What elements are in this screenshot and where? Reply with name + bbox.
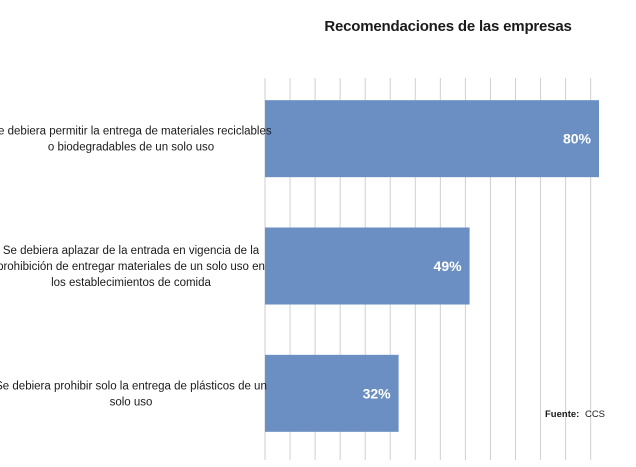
category-label: Se debiera aplazar de la entrada en vige… [0,245,265,289]
source-label: Fuente: [545,409,579,420]
bar-value-label: 32% [363,385,392,401]
category-label-line: Se debiera aplazar de la entrada en vige… [3,245,260,257]
source-value: CCS [585,409,605,420]
category-label: Se debiera permitir la entrega de materi… [0,126,272,154]
bar-value-label: 49% [434,258,463,274]
category-label-line: los establecimientos de comida [51,277,211,289]
category-label-line: prohibición de entregar materiales de un… [0,261,265,273]
source-note: Fuente: CCS [545,409,605,420]
chart-title: Recomendaciones de las empresas [324,18,572,35]
category-label-line: o biodegradables de un solo uso [48,142,214,154]
category-labels: Se debiera permitir la entrega de materi… [0,126,272,409]
category-label-line: solo uso [110,396,153,408]
bar [265,354,399,432]
bar [265,100,599,178]
category-label: Se debiera prohibir solo la entrega de p… [0,380,267,408]
category-label-line: Se debiera permitir la entrega de materi… [0,126,272,138]
bar-value-label: 80% [563,131,592,147]
bar [265,227,470,305]
category-label-line: Se debiera prohibir solo la entrega de p… [0,380,267,392]
bars: 80% 49% 32% [265,100,599,432]
